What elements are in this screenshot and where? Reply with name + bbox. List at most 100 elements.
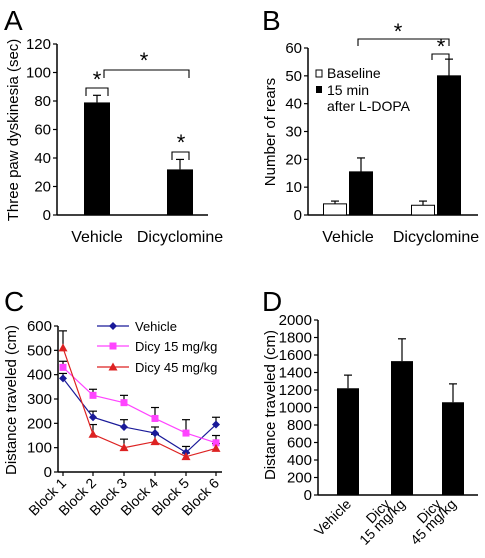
a-x-tick-label: Vehicle: [71, 229, 123, 246]
b-bar: [437, 75, 461, 216]
d-y-tick-label: 0: [304, 487, 312, 504]
c-series-line: [62, 377, 217, 454]
b-significance-star: *: [437, 34, 446, 59]
b-legend-swatch: [315, 69, 323, 78]
a-significance-star: *: [177, 130, 186, 155]
c-data-point: [151, 429, 159, 438]
b-y-tick-label: 40: [285, 96, 302, 113]
d-y-axis-label: Distance traveled (cm): [262, 330, 279, 480]
c-data-point: [151, 414, 159, 422]
c-series-line: [62, 347, 217, 458]
c-data-point: [58, 343, 68, 352]
b-significance-bracket: [357, 38, 450, 46]
c-data-point: [59, 374, 67, 383]
d-y-tick-label: 1000: [279, 400, 312, 417]
c-data-point: [119, 443, 129, 452]
a-significance-star: *: [140, 48, 149, 73]
b-x-tick-label: Dicyclomine: [393, 229, 479, 246]
b-y-tick-label: 20: [285, 151, 302, 168]
c-data-point: [212, 439, 220, 447]
b-significance-star: *: [394, 19, 403, 44]
a-bar: [84, 102, 110, 215]
c-data-point: [182, 429, 190, 437]
a-significance-star: *: [93, 67, 102, 92]
c-data-point: [109, 342, 117, 350]
c-y-axis-label: Distance traveled (cm): [3, 325, 20, 475]
b-y-tick-label: 30: [285, 124, 302, 141]
panel-letter-b: B: [262, 5, 281, 36]
a-y-tick-label: 80: [34, 93, 51, 110]
c-y-tick-label: 100: [27, 440, 52, 457]
c-data-point: [212, 420, 220, 429]
chart-panel-c: 0 100 200 300 400 500 600 Distance traveled (cm…: [3, 318, 222, 519]
a-significance-bracket: [171, 151, 190, 160]
b-bar: [323, 203, 347, 216]
d-y-tick-label: 1600: [279, 347, 312, 364]
c-data-point: [120, 422, 128, 431]
a-bar: [167, 169, 193, 215]
d-y-tick-label: 800: [287, 417, 312, 434]
b-y-tick-label: 10: [285, 179, 302, 196]
a-y-tick-label: 120: [26, 36, 51, 53]
a-x-tick-label: Dicyclomine: [137, 229, 223, 246]
c-data-point: [108, 362, 118, 371]
c-y-tick-label: 400: [27, 367, 52, 384]
c-data-point: [89, 413, 97, 422]
b-legend-label: after L-DOPA: [327, 98, 411, 114]
b-significance-bracket: [431, 53, 450, 60]
d-y-tick-label: 200: [287, 470, 312, 487]
c-data-point: [89, 391, 97, 399]
b-legend-label: 15 min: [327, 82, 369, 98]
a-significance-bracket: [103, 69, 190, 78]
a-y-axis-label: Three paw dyskinesia (sec): [5, 39, 22, 222]
b-bar: [349, 171, 373, 216]
d-y-tick-label: 2000: [279, 312, 312, 329]
c-data-point: [88, 429, 98, 438]
d-y-tick-label: 1400: [279, 365, 312, 382]
c-y-tick-label: 600: [27, 318, 52, 335]
b-y-tick-label: 50: [285, 68, 302, 85]
c-y-tick-label: 200: [27, 415, 52, 432]
d-x-tick-label: Vehicle: [311, 496, 354, 539]
b-y-tick-label: 0: [294, 207, 302, 224]
panel-letter-c: C: [4, 286, 24, 317]
b-legend-label: Baseline: [327, 65, 381, 81]
c-series-line: [62, 366, 217, 444]
b-legend-swatch: [316, 86, 322, 93]
a-y-tick-label: 100: [26, 65, 51, 82]
a-y-tick-label: 40: [34, 150, 51, 167]
c-data-point: [211, 443, 221, 452]
a-y-tick-label: 0: [43, 207, 51, 224]
panel-letter-d: D: [262, 286, 282, 317]
a-y-tick-label: 60: [34, 122, 51, 139]
d-y-tick-label: 1800: [279, 330, 312, 347]
c-legend-label: Dicy 15 mg/kg: [135, 339, 217, 354]
c-data-point: [120, 399, 128, 407]
d-y-tick-label: 1200: [279, 382, 312, 399]
d-y-tick-label: 400: [287, 452, 312, 469]
chart-panel-d: 0200400600800100012001400160018002000Dis…: [262, 312, 478, 548]
c-legend-label: Dicy 45 mg/kg: [135, 360, 217, 375]
c-data-point: [181, 452, 191, 461]
c-data-point: [150, 437, 160, 446]
d-bar: [337, 388, 359, 495]
c-legend-label: Vehicle: [135, 319, 177, 334]
c-y-tick-label: 500: [27, 342, 52, 359]
panel-letter-a: A: [4, 5, 23, 36]
b-x-tick-label: Vehicle: [322, 229, 374, 246]
d-y-tick-label: 600: [287, 435, 312, 452]
b-y-axis-label: Number of rears: [262, 78, 279, 186]
d-bar: [391, 361, 413, 495]
b-y-tick-label: 60: [285, 40, 302, 57]
c-data-point: [109, 322, 117, 330]
c-y-tick-label: 300: [27, 391, 52, 408]
d-bar: [442, 402, 464, 495]
b-bar: [411, 204, 435, 216]
c-y-tick-label: 0: [44, 464, 52, 481]
a-significance-bracket: [85, 87, 109, 96]
c-data-point: [59, 363, 67, 371]
a-y-tick-label: 20: [34, 179, 51, 196]
chart-panel-b: 0 10 20 30 40 50 60 Number of rears Vehicle Dicyc…: [262, 19, 479, 246]
